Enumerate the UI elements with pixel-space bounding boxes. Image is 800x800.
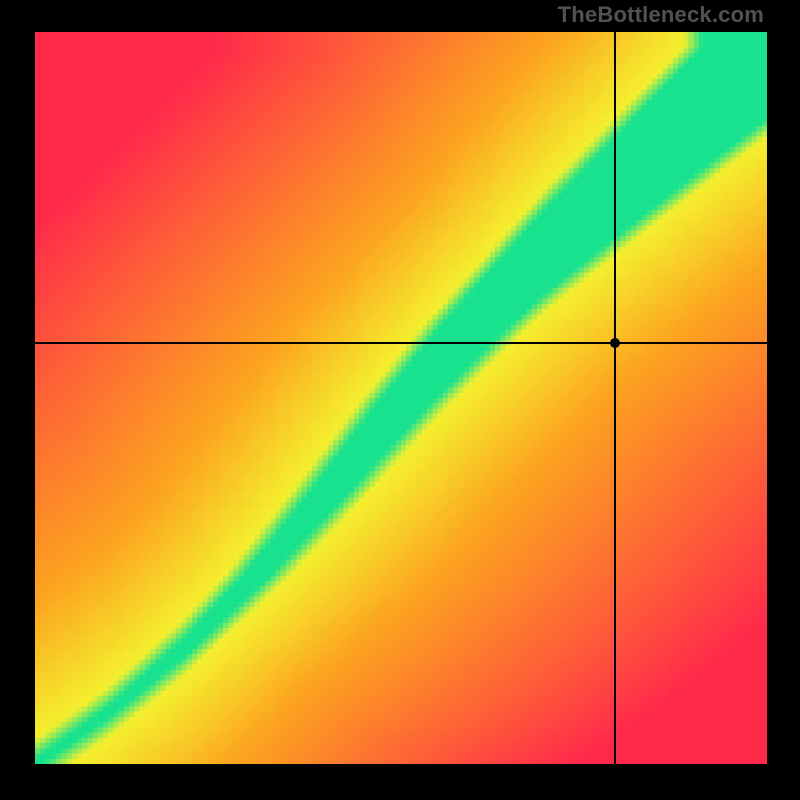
crosshair-marker — [610, 338, 620, 348]
heatmap-canvas — [35, 32, 767, 764]
crosshair-horizontal — [35, 342, 767, 344]
crosshair-vertical — [614, 32, 616, 764]
bottleneck-heatmap — [35, 32, 767, 764]
watermark-text: TheBottleneck.com — [558, 2, 764, 28]
